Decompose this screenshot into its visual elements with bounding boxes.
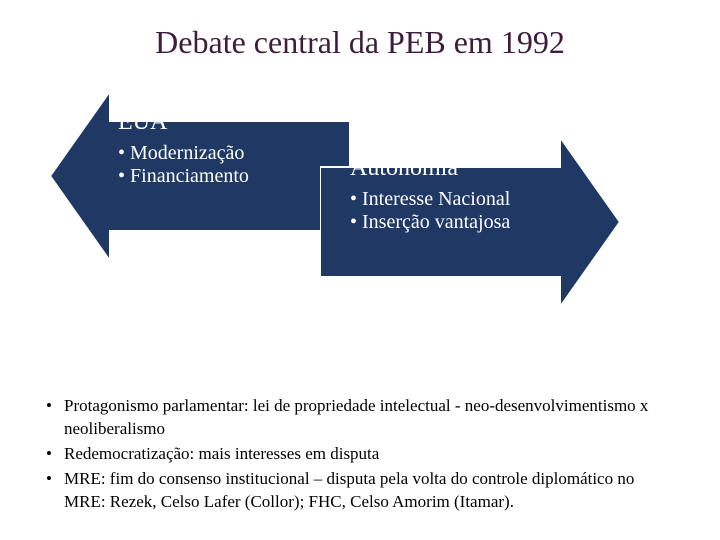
notes-list: Protagonismo parlamentar: lei de proprie… [40,395,680,514]
left-arrow-heading: EUA [118,109,249,136]
left-arrow-item: Modernização [118,142,249,165]
notes-section: Protagonismo parlamentar: lei de proprie… [40,395,680,516]
notes-item: MRE: fim do consenso institucional – dis… [40,468,680,514]
right-arrow-content: Autonomia Interesse Nacional Inserção va… [350,155,510,234]
arrows-diagram: EUA Modernização Financiamento Autonomia… [0,91,720,351]
right-arrow-item: Inserção vantajosa [350,211,510,234]
right-arrow-item: Interesse Nacional [350,188,510,211]
left-arrow-content: EUA Modernização Financiamento [118,109,249,188]
left-arrow-item: Financiamento [118,165,249,188]
notes-item: Redemocratização: mais interesses em dis… [40,443,680,466]
notes-item: Protagonismo parlamentar: lei de proprie… [40,395,680,441]
right-arrow-list: Interesse Nacional Inserção vantajosa [350,188,510,234]
right-arrow-heading: Autonomia [350,155,510,182]
left-arrow-list: Modernização Financiamento [118,142,249,188]
slide-title: Debate central da PEB em 1992 [0,0,720,61]
